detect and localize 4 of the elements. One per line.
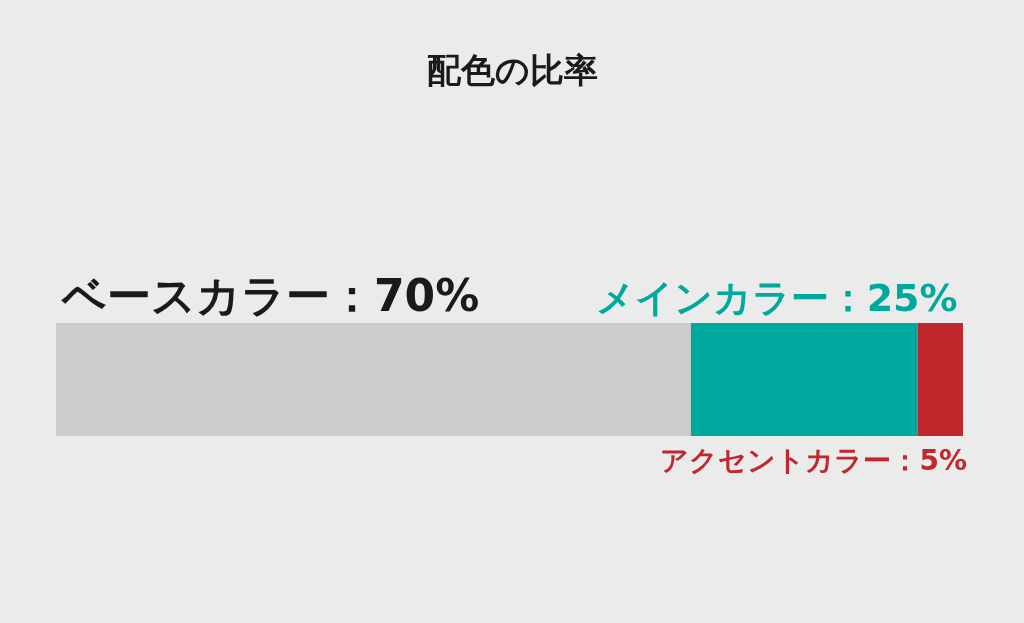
data-label: ベースカラー：70% <box>61 269 480 321</box>
chart-title: 配色の比率 <box>426 50 598 90</box>
data-label: アクセントカラー：5% <box>660 443 967 477</box>
data-label: メインカラー：25% <box>595 276 958 320</box>
